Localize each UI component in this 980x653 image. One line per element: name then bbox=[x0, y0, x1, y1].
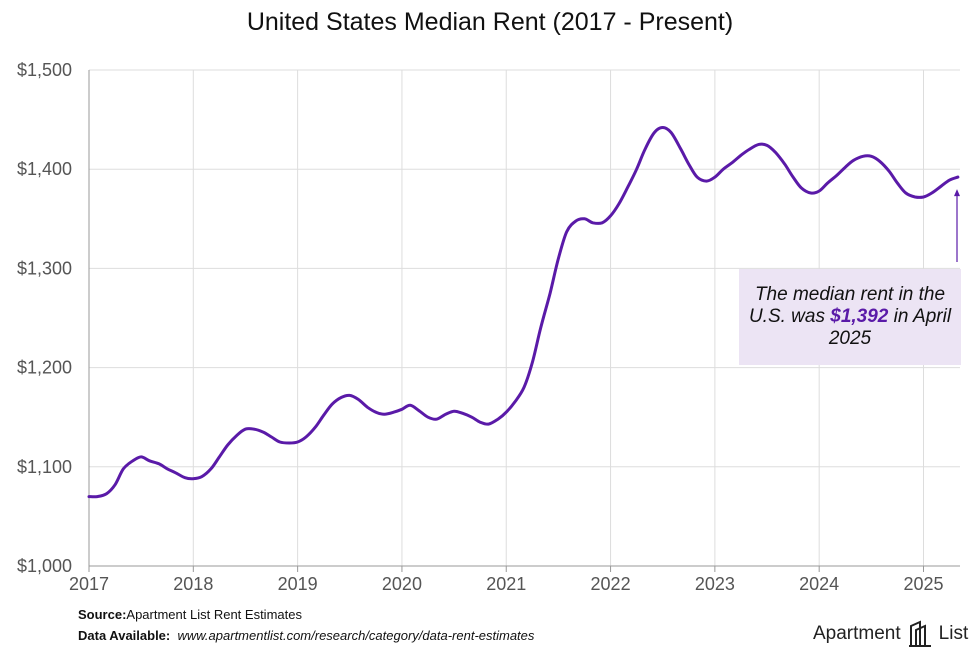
y-tick-label: $1,300 bbox=[17, 258, 72, 278]
x-tick-label: 2023 bbox=[695, 574, 735, 594]
data-available-label: Data Available: bbox=[78, 628, 171, 643]
x-tick-label: 2025 bbox=[903, 574, 943, 594]
annotation-arrow bbox=[954, 189, 960, 262]
x-tick-label: 2020 bbox=[382, 574, 422, 594]
median-rent-line bbox=[87, 126, 960, 499]
annotation-arrow-head bbox=[954, 189, 960, 197]
annotation-box: The median rent in the U.S. was $1,392 i… bbox=[739, 269, 961, 365]
x-tick-label: 2017 bbox=[69, 574, 109, 594]
y-tick-label: $1,400 bbox=[17, 159, 72, 179]
y-tick-label: $1,100 bbox=[17, 457, 72, 477]
y-tick-label: $1,500 bbox=[17, 60, 72, 80]
axis-layer: $1,000 $1,100 $1,200 $1,300 $1,400 $1,500 2017… bbox=[17, 60, 960, 594]
data-url-link[interactable]: www.apartmentlist.com/research/category/… bbox=[177, 628, 535, 643]
source-text: Apartment List Rent Estimates bbox=[126, 607, 302, 622]
series-layer bbox=[87, 126, 960, 499]
x-tick-label: 2019 bbox=[278, 574, 318, 594]
source-line: Source:Apartment List Rent Estimates bbox=[78, 607, 302, 622]
source-label: Source: bbox=[78, 607, 127, 622]
annotation-text-after: in April 2025 bbox=[828, 306, 952, 349]
brand-name-right: List bbox=[938, 623, 969, 644]
apartment-list-logo: Apartment List bbox=[813, 620, 968, 648]
y-tick-label: $1,000 bbox=[17, 556, 72, 576]
x-tick-label: 2021 bbox=[486, 574, 526, 594]
x-tick-label: 2022 bbox=[591, 574, 631, 594]
annotation-text-before: The median rent in the U.S. was bbox=[748, 284, 946, 327]
y-tick-label: $1,200 bbox=[17, 358, 72, 378]
apartment-list-logo-icon bbox=[908, 620, 931, 647]
annotation-highlight-value: $1,392 bbox=[830, 306, 889, 327]
brand-name-left: Apartment bbox=[813, 623, 901, 644]
data-available-line: Data Available: www.apartmentlist.com/re… bbox=[78, 628, 534, 643]
x-tick-label: 2024 bbox=[799, 574, 839, 594]
grid-layer bbox=[89, 69, 960, 566]
chart-title: United States Median Rent (2017 - Presen… bbox=[246, 8, 734, 36]
x-tick-label: 2018 bbox=[173, 574, 213, 594]
